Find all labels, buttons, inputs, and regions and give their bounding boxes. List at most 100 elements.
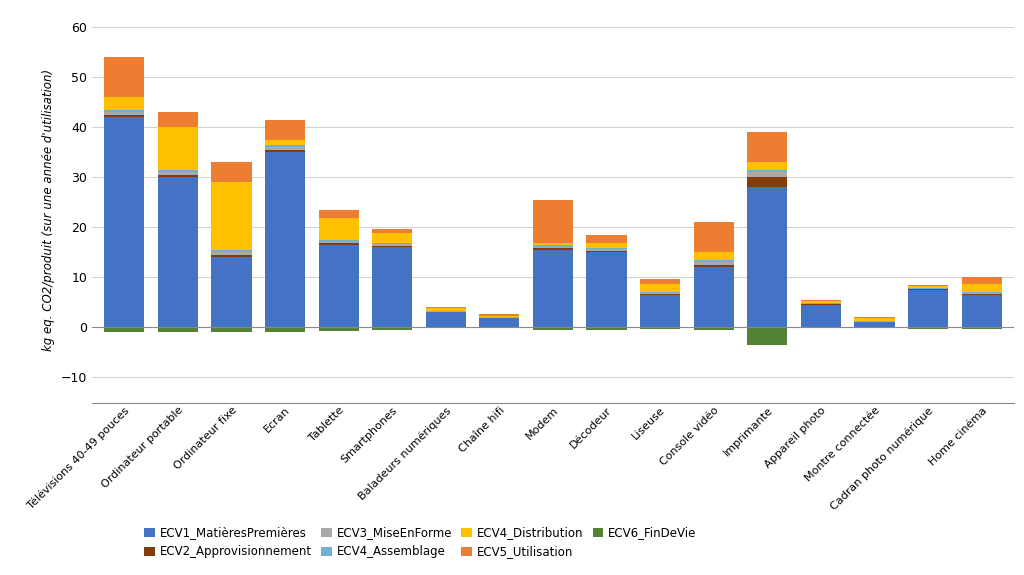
Bar bbox=[104, 115, 144, 117]
Bar bbox=[211, 258, 252, 327]
Bar bbox=[748, 132, 787, 162]
Bar bbox=[693, 260, 734, 262]
Bar bbox=[479, 316, 519, 317]
Bar bbox=[854, 319, 895, 321]
Bar bbox=[318, 218, 358, 240]
Bar bbox=[962, 327, 1001, 329]
Bar bbox=[908, 290, 948, 327]
Bar bbox=[640, 293, 680, 294]
Bar bbox=[908, 286, 948, 289]
Bar bbox=[104, 117, 144, 327]
Bar bbox=[693, 262, 734, 265]
Bar bbox=[908, 327, 948, 329]
Bar bbox=[748, 327, 787, 345]
Bar bbox=[962, 285, 1001, 292]
Bar bbox=[479, 327, 519, 328]
Bar bbox=[265, 145, 305, 147]
Bar bbox=[532, 243, 573, 246]
Bar bbox=[693, 327, 734, 330]
Bar bbox=[104, 97, 144, 110]
Bar bbox=[372, 243, 413, 244]
Bar bbox=[211, 250, 252, 252]
Bar bbox=[104, 112, 144, 115]
Bar bbox=[962, 292, 1001, 293]
Y-axis label: kg eq. CO2/produit (sur une année d'utilisation): kg eq. CO2/produit (sur une année d'util… bbox=[42, 69, 55, 351]
Bar bbox=[211, 252, 252, 255]
Bar bbox=[748, 187, 787, 327]
Bar bbox=[426, 312, 466, 327]
Bar bbox=[372, 246, 413, 247]
Bar bbox=[158, 177, 198, 327]
Bar bbox=[265, 152, 305, 327]
Bar bbox=[801, 301, 841, 304]
Bar bbox=[318, 210, 358, 218]
Bar bbox=[640, 295, 680, 327]
Bar bbox=[158, 327, 198, 332]
Bar bbox=[372, 327, 413, 330]
Bar bbox=[104, 110, 144, 112]
Bar bbox=[532, 247, 573, 248]
Bar bbox=[479, 315, 519, 316]
Bar bbox=[532, 327, 573, 330]
Bar bbox=[854, 323, 895, 327]
Bar bbox=[640, 294, 680, 295]
Bar bbox=[372, 244, 413, 246]
Bar bbox=[801, 305, 841, 327]
Bar bbox=[532, 246, 573, 247]
Bar bbox=[748, 162, 787, 170]
Bar bbox=[318, 243, 358, 245]
Bar bbox=[426, 308, 466, 311]
Bar bbox=[640, 285, 680, 292]
Bar bbox=[211, 182, 252, 250]
Bar bbox=[372, 233, 413, 243]
Bar bbox=[532, 250, 573, 327]
Bar bbox=[104, 58, 144, 97]
Bar bbox=[587, 248, 627, 250]
Bar bbox=[748, 172, 787, 177]
Bar bbox=[211, 255, 252, 258]
Bar bbox=[211, 162, 252, 182]
Bar bbox=[962, 295, 1001, 327]
Bar bbox=[265, 327, 305, 332]
Bar bbox=[962, 294, 1001, 295]
Bar bbox=[372, 247, 413, 327]
Bar bbox=[532, 248, 573, 250]
Bar bbox=[748, 177, 787, 187]
Bar bbox=[587, 250, 627, 251]
Bar bbox=[265, 147, 305, 150]
Bar bbox=[318, 327, 358, 331]
Bar bbox=[265, 120, 305, 140]
Bar bbox=[372, 229, 413, 233]
Bar bbox=[211, 327, 252, 332]
Bar bbox=[801, 300, 841, 301]
Bar bbox=[104, 327, 144, 332]
Bar bbox=[962, 293, 1001, 294]
Bar bbox=[479, 319, 519, 327]
Bar bbox=[693, 223, 734, 252]
Bar bbox=[158, 112, 198, 127]
Bar bbox=[587, 251, 627, 252]
Bar bbox=[587, 327, 627, 330]
Bar bbox=[587, 243, 627, 248]
Bar bbox=[693, 252, 734, 260]
Bar bbox=[426, 327, 466, 328]
Bar bbox=[158, 127, 198, 170]
Bar bbox=[265, 150, 305, 152]
Bar bbox=[426, 307, 466, 308]
Bar bbox=[532, 200, 573, 243]
Bar bbox=[693, 267, 734, 327]
Bar bbox=[318, 242, 358, 243]
Bar bbox=[908, 285, 948, 286]
Bar bbox=[587, 235, 627, 243]
Bar bbox=[640, 279, 680, 285]
Bar bbox=[318, 245, 358, 327]
Legend: ECV1_MatièresPremières, ECV2_Approvisionnement, ECV3_MiseEnForme, ECV4_Assemblag: ECV1_MatièresPremières, ECV2_Approvision… bbox=[144, 527, 696, 558]
Bar bbox=[265, 140, 305, 145]
Bar bbox=[748, 170, 787, 172]
Bar bbox=[801, 327, 841, 328]
Bar bbox=[640, 292, 680, 293]
Bar bbox=[158, 172, 198, 175]
Bar bbox=[158, 175, 198, 177]
Bar bbox=[854, 317, 895, 319]
Bar bbox=[693, 265, 734, 267]
